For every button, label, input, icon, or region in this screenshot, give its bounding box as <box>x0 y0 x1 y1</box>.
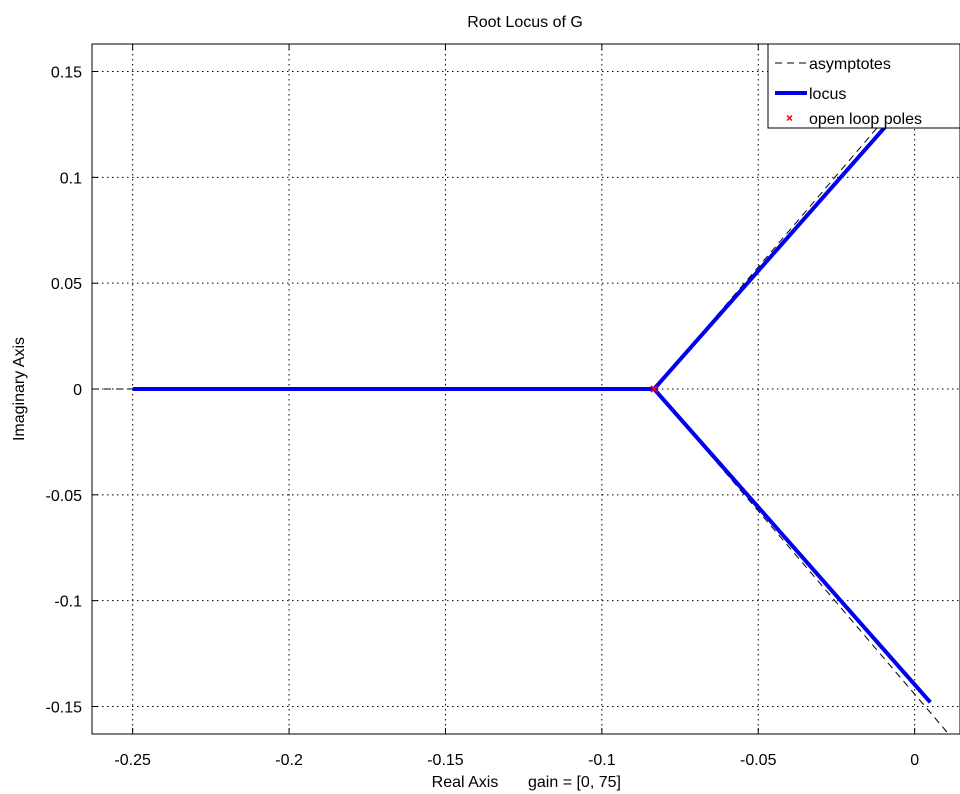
legend-label-locus: locus <box>809 86 846 103</box>
y-tick-label: 0.15 <box>51 65 82 82</box>
y-axis-label: Imaginary Axis <box>11 337 28 441</box>
x-tick-label: 0 <box>910 752 919 769</box>
y-axis-ticks: 0.15 0.1 0.05 0 -0.05 -0.1 -0.15 <box>46 65 98 716</box>
x-axis-gain-note: gain = [0, 75] <box>528 774 621 791</box>
legend-label-asymptotes: asymptotes <box>809 56 891 73</box>
x-tick-label: -0.2 <box>275 752 303 769</box>
x-tick-label: -0.05 <box>740 752 777 769</box>
y-tick-label: -0.05 <box>46 488 83 505</box>
y-tick-label: 0.05 <box>51 276 82 293</box>
series-layer <box>92 44 950 734</box>
x-tick-label: -0.1 <box>588 752 616 769</box>
pole-marker-stroke <box>650 385 658 393</box>
y-tick-label: 0.1 <box>60 170 82 187</box>
x-axis-label-group: Real Axis gain = [0, 75] <box>432 774 621 791</box>
pole-marker <box>650 385 658 393</box>
locus-segment <box>652 387 932 704</box>
x-axis-label: Real Axis <box>432 774 499 791</box>
y-tick-label: -0.15 <box>46 699 83 716</box>
legend-swatch-open-loop-poles <box>786 114 793 122</box>
x-axis-ticks: -0.25 -0.2 -0.15 -0.1 -0.05 0 <box>114 44 919 769</box>
x-tick-label: -0.25 <box>114 752 151 769</box>
legend-label-open-loop-poles: open loop poles <box>809 111 922 128</box>
y-tick-label: -0.1 <box>54 594 82 611</box>
legend: asymptotes locus open loop poles <box>767 43 960 129</box>
chart-title: Root Locus of G <box>467 14 583 31</box>
legend-box <box>767 43 960 129</box>
x-tick-label: -0.15 <box>427 752 464 769</box>
y-tick-label: 0 <box>73 382 82 399</box>
